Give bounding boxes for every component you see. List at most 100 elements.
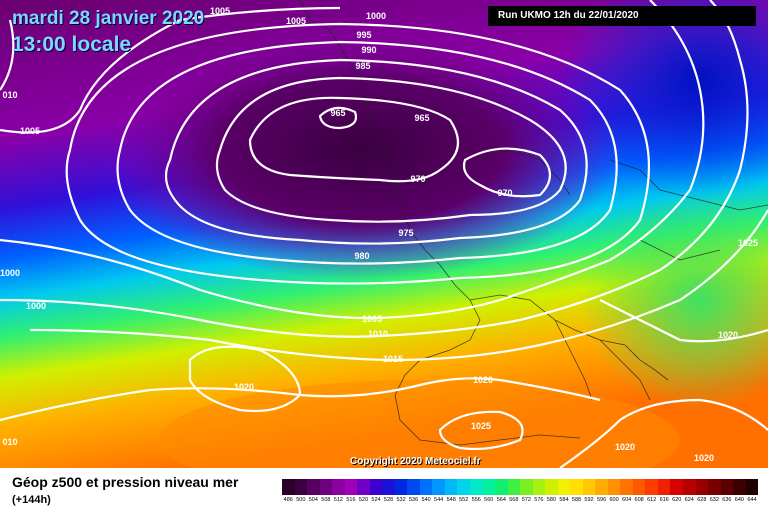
- scale-swatch: [495, 479, 508, 495]
- scale-swatch: [645, 479, 658, 495]
- scale-swatch: [582, 479, 596, 495]
- scale-swatch: [482, 479, 496, 495]
- northeast-blue-zone: [560, 0, 768, 200]
- scale-label: 612: [647, 497, 657, 503]
- scale-swatch: [332, 479, 345, 495]
- scale-swatch: [720, 479, 734, 495]
- scale-swatch: [670, 479, 683, 495]
- scale-swatch: [607, 479, 621, 495]
- isobar-label: 985: [355, 61, 370, 71]
- legend-title: Géop z500 et pression niveau mer: [12, 474, 239, 490]
- isobar-label: 1020: [234, 382, 254, 392]
- isobar-label: 965: [414, 113, 429, 123]
- isobar-label: 1020: [718, 330, 738, 340]
- scale-label: 632: [709, 497, 719, 503]
- isobar-label: 1015: [383, 354, 403, 364]
- scale-label: 544: [434, 497, 444, 503]
- isobar-label: 010: [2, 437, 17, 447]
- scale-swatch: [632, 479, 646, 495]
- scale-swatch: [595, 479, 608, 495]
- scale-swatch: [469, 479, 483, 495]
- isobar-label: 1020: [473, 375, 493, 385]
- isobar-label: 1000: [26, 301, 46, 311]
- scale-label: 572: [521, 497, 531, 503]
- isobars: [0, 0, 768, 468]
- scale-swatch: [745, 479, 759, 495]
- scale-label: 548: [446, 497, 456, 503]
- isobar-label: 1025: [471, 421, 491, 431]
- isobar-label: 1020: [694, 453, 714, 463]
- scale-swatch: [307, 479, 320, 495]
- scale-label: 564: [496, 497, 506, 503]
- scale-swatch: [344, 479, 358, 495]
- scale-label: 524: [371, 497, 381, 503]
- isobar-label: 1000: [366, 11, 386, 21]
- isobar-label: 1005: [362, 314, 382, 324]
- scale-swatch: [532, 479, 546, 495]
- isobar-labels: 1005 1005 1000 995 990 985 965 965 970 970 975 980 0…: [0, 6, 758, 463]
- scale-label: 628: [697, 497, 707, 503]
- forecast-time: 13:00 locale: [12, 33, 132, 56]
- isobar-label: 1005: [286, 16, 306, 26]
- scale-swatch: [394, 479, 408, 495]
- scale-label: 576: [534, 497, 544, 503]
- scale-label: 556: [471, 497, 481, 503]
- scale-label: 608: [634, 497, 644, 503]
- scale-swatch: [369, 479, 383, 495]
- scale-swatch: [708, 479, 721, 495]
- scale-label: 540: [421, 497, 431, 503]
- scale-swatch: [570, 479, 583, 495]
- scale-label: 552: [459, 497, 469, 503]
- east-green-zone: [580, 190, 768, 410]
- isobar-label: 970: [497, 188, 512, 198]
- scale-swatch: [319, 479, 333, 495]
- isobar-label: 970: [410, 174, 425, 184]
- scale-label: 520: [358, 497, 369, 503]
- scale-swatch: [457, 479, 470, 495]
- scale-label: 600: [609, 497, 619, 503]
- scale-label: 512: [333, 497, 343, 503]
- scale-label: 596: [596, 497, 607, 503]
- scale-swatch: [407, 479, 420, 495]
- scale-label: 504: [308, 497, 318, 503]
- isobar-label: 010: [2, 90, 17, 100]
- copyright-text: Copyright 2020 Meteociel.fr: [350, 456, 481, 467]
- scale-swatch: [419, 479, 433, 495]
- scale-swatch: [432, 479, 445, 495]
- isobar-label: 1025: [738, 238, 758, 248]
- scale-label: 516: [346, 497, 356, 503]
- scale-label: 636: [722, 497, 732, 503]
- scale-swatch: [557, 479, 571, 495]
- weather-map: 1005 1005 1000 995 990 985 965 965 970 970 975 980 0…: [0, 0, 768, 468]
- scale-label: 528: [383, 497, 394, 503]
- isobar-label: 995: [356, 30, 371, 40]
- color-scale-bar: [282, 479, 759, 495]
- scale-swatch: [520, 479, 533, 495]
- scale-label: 644: [747, 497, 757, 503]
- scale-swatch: [657, 479, 671, 495]
- isobar-label: 990: [361, 45, 376, 55]
- scale-swatch: [620, 479, 633, 495]
- isobar-label: 975: [398, 228, 413, 238]
- legend-subtitle: (+144h): [12, 494, 51, 506]
- forecast-date: mardi 28 janvier 2020: [12, 8, 205, 29]
- scale-swatch: [545, 479, 558, 495]
- model-run-label: Run UKMO 12h du 22/01/2020: [488, 6, 756, 26]
- scale-label: 640: [734, 497, 744, 503]
- scale-swatch: [294, 479, 308, 495]
- scale-swatch: [733, 479, 746, 495]
- scale-label: 592: [584, 497, 594, 503]
- scale-label: 616: [659, 497, 669, 503]
- scale-label: 620: [672, 497, 682, 503]
- scale-swatch: [382, 479, 395, 495]
- scale-label: 580: [546, 497, 557, 503]
- scale-label: 500: [296, 497, 306, 503]
- scale-label: 568: [509, 497, 519, 503]
- isobar-label: 1020: [615, 442, 635, 452]
- scale-label: 536: [408, 497, 419, 503]
- scale-swatch: [695, 479, 709, 495]
- scale-label: 588: [571, 497, 582, 503]
- scale-swatch: [444, 479, 458, 495]
- scale-label: 486: [283, 497, 293, 503]
- scale-label: 532: [396, 497, 406, 503]
